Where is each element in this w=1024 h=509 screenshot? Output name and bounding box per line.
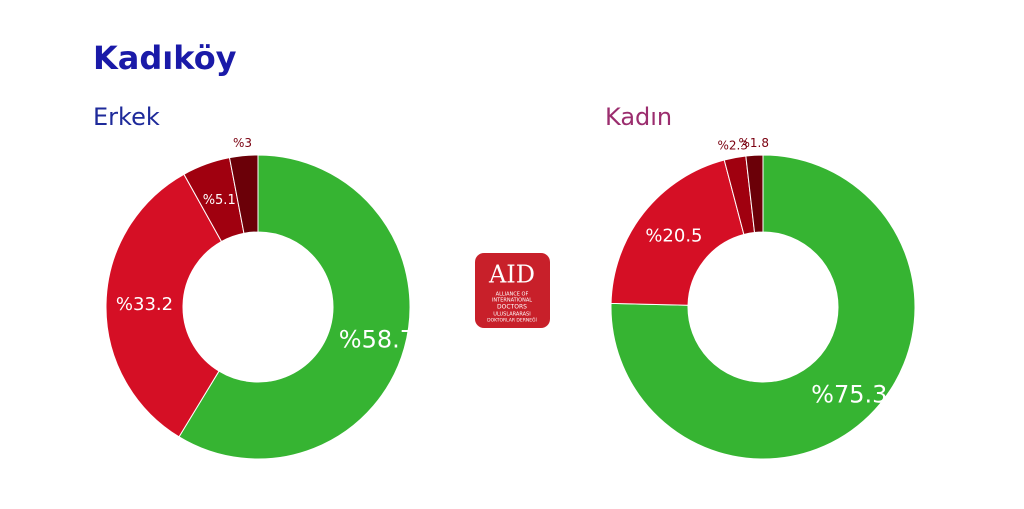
data-label: %3 xyxy=(233,136,252,150)
data-label: %20.5 xyxy=(645,226,702,247)
data-label: %33.2 xyxy=(116,294,173,315)
logo-mark: AID xyxy=(488,261,535,289)
data-label: %1.8 xyxy=(738,136,769,150)
donut-slice xyxy=(610,159,745,306)
donut-slice xyxy=(178,154,411,460)
data-label: %58.7 xyxy=(339,325,415,353)
chart-title: Erkek xyxy=(93,103,160,131)
logo-text: DOKTORLAR DERNEĞİ xyxy=(487,317,537,324)
data-label: %75.3 xyxy=(811,380,887,408)
data-label: %5.1 xyxy=(203,193,236,208)
page-title: Kadıköy xyxy=(93,39,237,77)
donut-slice xyxy=(610,154,916,460)
donut-slice xyxy=(228,154,259,234)
donut-slice xyxy=(745,154,764,234)
logo-text: DOCTORS xyxy=(497,304,527,311)
logo-text: INTERNATIONAL xyxy=(492,298,532,304)
chart-title: Kadın xyxy=(605,103,672,131)
logo-box xyxy=(475,253,550,328)
data-label: %2.3 xyxy=(717,138,748,152)
logo-text: ULUSLARARASI xyxy=(493,312,530,318)
logo: AID ALLIANCE OF INTERNATIONAL DOCTORS UL… xyxy=(475,253,550,328)
donut-slice xyxy=(105,173,223,438)
logo-text: ALLIANCE OF xyxy=(496,292,529,298)
